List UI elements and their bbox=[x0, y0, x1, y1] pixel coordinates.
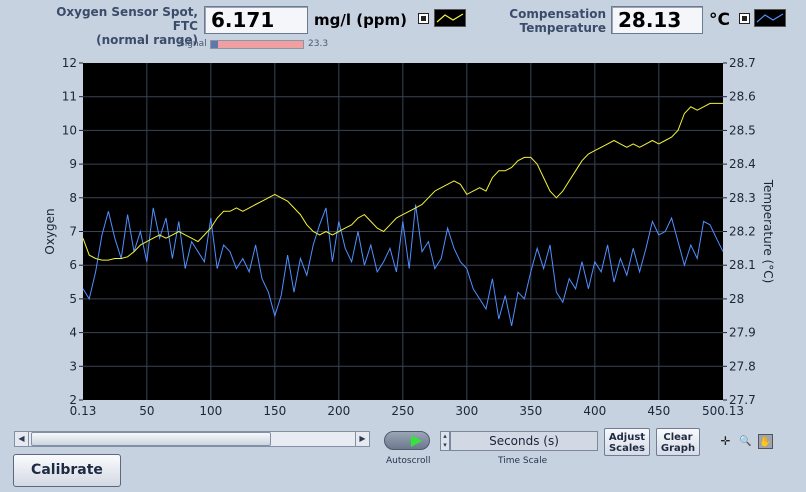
y-right-tick-label: 28.4 bbox=[729, 157, 756, 171]
signal-strength-fill bbox=[211, 41, 219, 48]
temperature-series-line bbox=[82, 102, 723, 261]
y-left-tick-label: 11 bbox=[62, 90, 77, 104]
pan-tool-icon[interactable]: ✋ bbox=[758, 434, 773, 449]
y-left-tick-label: 7 bbox=[69, 225, 77, 239]
y-right-tick-label: 28.7 bbox=[729, 56, 756, 70]
y-right-tick-label: 27.7 bbox=[729, 393, 756, 407]
temperature-plot-legend[interactable] bbox=[754, 9, 786, 27]
x-tick-label: 150 bbox=[263, 404, 286, 418]
cursor-tool-icon[interactable]: ✛ bbox=[720, 434, 731, 448]
y-left-tick-label: 10 bbox=[62, 123, 77, 137]
signal-value: 23.3 bbox=[308, 39, 329, 49]
y-right-tick-label: 28.3 bbox=[729, 191, 756, 205]
temperature-unit: °C bbox=[709, 10, 730, 30]
y-axis-right-title: Temperature (°C) bbox=[761, 179, 775, 284]
oxygen-plot-visible-checkbox[interactable] bbox=[418, 13, 429, 24]
time-scale-stepper[interactable]: ▴ ▾ bbox=[440, 431, 450, 451]
y-left-tick-label: 8 bbox=[69, 191, 77, 205]
y-right-tick-label: 28.1 bbox=[729, 258, 756, 272]
y-left-tick-label: 4 bbox=[69, 326, 77, 340]
oxygen-value-display: 6.171 bbox=[204, 6, 308, 34]
x-tick-label: 350 bbox=[519, 404, 542, 418]
time-scrollbar[interactable]: ◀ ▶ bbox=[14, 431, 370, 447]
scroll-left-button[interactable]: ◀ bbox=[15, 432, 29, 446]
y-left-tick-label: 6 bbox=[69, 258, 77, 272]
autoscroll-play-icon bbox=[411, 435, 422, 447]
oxygen-legend-line-icon bbox=[436, 13, 464, 23]
autoscroll-label: Autoscroll bbox=[386, 456, 431, 466]
temperature-plot-visible-checkbox[interactable] bbox=[739, 13, 750, 24]
x-tick-label: 400 bbox=[583, 404, 606, 418]
time-scale-label: Time Scale bbox=[498, 456, 548, 466]
scroll-thumb[interactable] bbox=[31, 432, 271, 446]
y-right-tick-label: 28.6 bbox=[729, 90, 756, 104]
zoom-tool-icon[interactable]: 🔍 bbox=[739, 436, 752, 447]
y-right-tick-label: 27.8 bbox=[729, 359, 756, 373]
x-tick-label: 300 bbox=[455, 404, 478, 418]
oxygen-label: Oxygen Sensor Spot, FTC (normal range) bbox=[56, 5, 198, 47]
y-right-tick-label: 28.2 bbox=[729, 225, 756, 239]
compensation-temperature-display: 28.13 bbox=[611, 6, 703, 34]
y-right-tick-label: 28 bbox=[729, 292, 744, 306]
oxygen-unit: mg/l (ppm) bbox=[314, 11, 408, 29]
y-left-tick-label: 9 bbox=[69, 157, 77, 171]
oxygen-temperature-graph[interactable]: 0.13 50 100 150 200 250 300 350 400 450 500.13 2 3 4… bbox=[0, 55, 806, 425]
clear-graph-button[interactable]: Clear Graph bbox=[656, 428, 700, 456]
y-right-tick-label: 27.9 bbox=[729, 326, 756, 340]
x-tick-label: 100 bbox=[199, 404, 222, 418]
temperature-legend-line-icon bbox=[756, 13, 784, 23]
signal-label: Signal bbox=[179, 39, 207, 49]
y-right-tick-label: 28.5 bbox=[729, 123, 756, 137]
time-scale-select[interactable]: Seconds (s) bbox=[450, 431, 598, 451]
scroll-right-button[interactable]: ▶ bbox=[355, 432, 369, 446]
adjust-scales-button[interactable]: Adjust Scales bbox=[604, 428, 650, 456]
autoscroll-button[interactable] bbox=[384, 431, 430, 450]
x-tick-label: 0.13 bbox=[70, 404, 97, 418]
calibrate-button[interactable]: Calibrate bbox=[13, 454, 121, 487]
x-tick-label: 450 bbox=[647, 404, 670, 418]
y-left-tick-label: 12 bbox=[62, 56, 77, 70]
y-left-tick-label: 5 bbox=[69, 292, 77, 306]
x-tick-label: 50 bbox=[139, 404, 154, 418]
oxygen-plot-legend[interactable] bbox=[434, 9, 466, 27]
oxygen-series-line bbox=[82, 204, 724, 327]
y-left-tick-label: 2 bbox=[69, 393, 77, 407]
compensation-temperature-label: Compensation Temperature bbox=[509, 7, 606, 35]
y-left-tick-label: 3 bbox=[69, 359, 77, 373]
y-axis-left-title: Oxygen bbox=[43, 208, 57, 254]
x-tick-label: 200 bbox=[327, 404, 350, 418]
signal-strength-bar bbox=[210, 40, 304, 49]
x-tick-label: 250 bbox=[391, 404, 414, 418]
x-tick-label: 500.13 bbox=[702, 404, 744, 418]
